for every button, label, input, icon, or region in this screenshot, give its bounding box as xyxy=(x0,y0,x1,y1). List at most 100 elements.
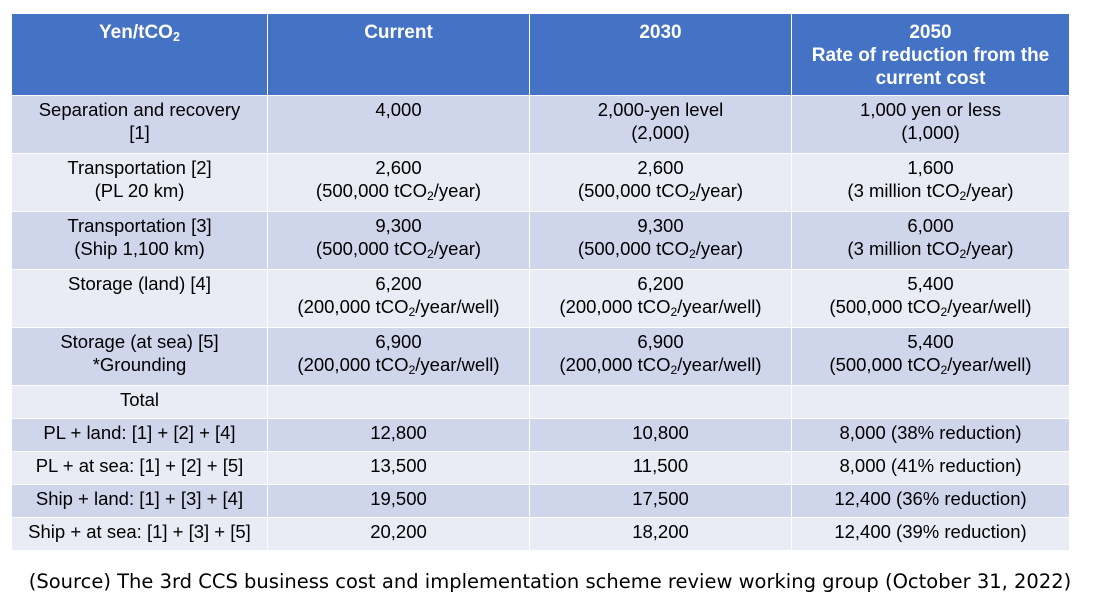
capacity-unit: /year) xyxy=(433,180,482,201)
row-label: Storage (at sea) [5] *Grounding xyxy=(11,327,268,386)
cost-value: 2,600 xyxy=(375,157,422,178)
capacity-text: (500,000 tCO xyxy=(829,296,941,317)
cost-value: 2,600 xyxy=(637,157,684,178)
row-label: Transportation [2] (PL 20 km) xyxy=(11,153,268,212)
capacity-text: (200,000 tCO xyxy=(559,354,671,375)
row-label-line: Transportation [2] xyxy=(67,157,212,178)
cell-y2030: 2,000-yen level (2,000) xyxy=(529,95,792,154)
row-label: Ship + at sea: [1] + [3] + [5] xyxy=(11,517,268,551)
cell-current: 12,800 xyxy=(267,418,530,452)
row-label-line: Ship + at sea: [1] + [3] + [5] xyxy=(28,521,251,542)
row-label-line: Separation and recovery xyxy=(38,99,241,120)
capacity-text: (500,000 tCO xyxy=(829,354,941,375)
cell-current: 6,900 (200,000 tCO2/year/well) xyxy=(267,327,530,386)
row-label: Ship + land: [1] + [3] + [4] xyxy=(11,484,268,518)
subscript: 2 xyxy=(940,363,948,378)
row-label-line: Total xyxy=(119,389,160,410)
cell-current: 19,500 xyxy=(267,484,530,518)
row-label-line: Ship + land: [1] + [3] + [4] xyxy=(35,488,244,509)
cost-value: 6,900 xyxy=(637,331,684,352)
table-row-total: Total xyxy=(11,385,1070,419)
cost-value: 18,200 xyxy=(632,521,689,542)
cost-value: 13,500 xyxy=(370,455,427,476)
row-label-line: [1] xyxy=(129,122,150,143)
source-note: (Source) The 3rd CCS business cost and i… xyxy=(28,570,1072,593)
cost-value: 12,800 xyxy=(370,422,427,443)
table-row-separation-recovery: Separation and recovery [1] 4,000 2,000-yen… xyxy=(11,95,1070,154)
header-unit: Yen/tCO2 xyxy=(11,13,268,96)
subscript: 2 xyxy=(408,363,416,378)
subscript: 2 xyxy=(959,189,967,204)
cost-value: 6,200 xyxy=(637,273,684,294)
cost-value: 12,400 (36% reduction) xyxy=(834,488,1027,509)
capacity-text: (200,000 tCO xyxy=(559,296,671,317)
capacity-note: (3 million tCO2/year) xyxy=(795,179,1066,202)
subscript: 2 xyxy=(688,189,696,204)
cell-current: 9,300 (500,000 tCO2/year) xyxy=(267,211,530,270)
row-label-line: Storage (at sea) [5] xyxy=(60,331,219,352)
cell-y2050: 1,600 (3 million tCO2/year) xyxy=(791,153,1070,212)
subscript: 2 xyxy=(959,247,967,262)
capacity-text: (200,000 tCO xyxy=(297,296,409,317)
cell-y2030: 17,500 xyxy=(529,484,792,518)
capacity-note: (500,000 tCO2/year) xyxy=(271,179,526,202)
table-row-storage-sea: Storage (at sea) [5] *Grounding 6,900 (200,… xyxy=(11,327,1070,386)
row-label-line: PL + at sea: [1] + [2] + [5] xyxy=(35,455,244,476)
row-label: PL + land: [1] + [2] + [4] xyxy=(11,418,268,452)
cell-current: 2,600 (500,000 tCO2/year) xyxy=(267,153,530,212)
table-body: Separation and recovery [1] 4,000 2,000-yen… xyxy=(11,95,1070,551)
cost-value: 8,000 (41% reduction) xyxy=(839,455,1022,476)
row-label-line: *Grounding xyxy=(92,354,187,375)
ccs-cost-table: Yen/tCO2 Current 2030 2050 Rate of reduc… xyxy=(11,13,1070,551)
capacity-unit: /year) xyxy=(695,238,744,259)
capacity-note: (1,000) xyxy=(901,122,960,143)
cell-y2030: 18,200 xyxy=(529,517,792,551)
table-row-pl-land: PL + land: [1] + [2] + [4] 12,800 10,800 8,… xyxy=(11,418,1070,452)
capacity-note: (200,000 tCO2/year/well) xyxy=(533,295,788,318)
row-label: Separation and recovery [1] xyxy=(11,95,268,154)
cost-value: 9,300 xyxy=(637,215,684,236)
cost-value: 10,800 xyxy=(632,422,689,443)
capacity-unit: /year) xyxy=(695,180,744,201)
cost-value: 1,000 yen or less xyxy=(860,99,1001,120)
capacity-text: (500,000 tCO xyxy=(315,238,427,259)
cell-y2050: 6,000 (3 million tCO2/year) xyxy=(791,211,1070,270)
cell-y2030: 6,200 (200,000 tCO2/year/well) xyxy=(529,269,792,328)
cost-value: 2,000-yen level xyxy=(597,99,724,120)
cost-value: 6,000 xyxy=(907,215,954,236)
cell-current: 6,200 (200,000 tCO2/year/well) xyxy=(267,269,530,328)
row-label: PL + at sea: [1] + [2] + [5] xyxy=(11,451,268,485)
header-2050: 2050 Rate of reduction from the current … xyxy=(791,13,1070,96)
subscript: 2 xyxy=(426,247,434,262)
cost-value: 6,200 xyxy=(375,273,422,294)
row-label: Transportation [3] (Ship 1,100 km) xyxy=(11,211,268,270)
capacity-unit: /year/well) xyxy=(947,354,1032,375)
capacity-note: (200,000 tCO2/year/well) xyxy=(271,295,526,318)
capacity-unit: /year) xyxy=(966,238,1014,259)
subscript: 2 xyxy=(688,247,696,262)
cost-value: 4,000 xyxy=(375,99,422,120)
cell-y2030: 2,600 (500,000 tCO2/year) xyxy=(529,153,792,212)
cell-y2050: 12,400 (36% reduction) xyxy=(791,484,1070,518)
cell-y2050: 5,400 (500,000 tCO2/year/well) xyxy=(791,269,1070,328)
subscript: 2 xyxy=(670,305,678,320)
header-current: Current xyxy=(267,13,530,96)
capacity-text: (200,000 tCO xyxy=(297,354,409,375)
capacity-note: (500,000 tCO2/year) xyxy=(271,237,526,260)
cell-y2050: 8,000 (38% reduction) xyxy=(791,418,1070,452)
capacity-text: (3 million tCO xyxy=(847,180,960,201)
cost-value: 12,400 (39% reduction) xyxy=(834,521,1027,542)
cell-current: 4,000 xyxy=(267,95,530,154)
cost-value: 9,300 xyxy=(375,215,422,236)
cell-y2030: 9,300 (500,000 tCO2/year) xyxy=(529,211,792,270)
cell-y2030: 10,800 xyxy=(529,418,792,452)
cell-y2050: 12,400 (39% reduction) xyxy=(791,517,1070,551)
capacity-note: (3 million tCO2/year) xyxy=(795,237,1066,260)
cost-value: 19,500 xyxy=(370,488,427,509)
table-row-storage-land: Storage (land) [4] 6,200 (200,000 tCO2/yea… xyxy=(11,269,1070,328)
cell-y2050 xyxy=(791,385,1070,419)
header-2030: 2030 xyxy=(529,13,792,96)
cost-value: 17,500 xyxy=(632,488,689,509)
cost-value: 5,400 xyxy=(907,273,954,294)
cell-current xyxy=(267,385,530,419)
